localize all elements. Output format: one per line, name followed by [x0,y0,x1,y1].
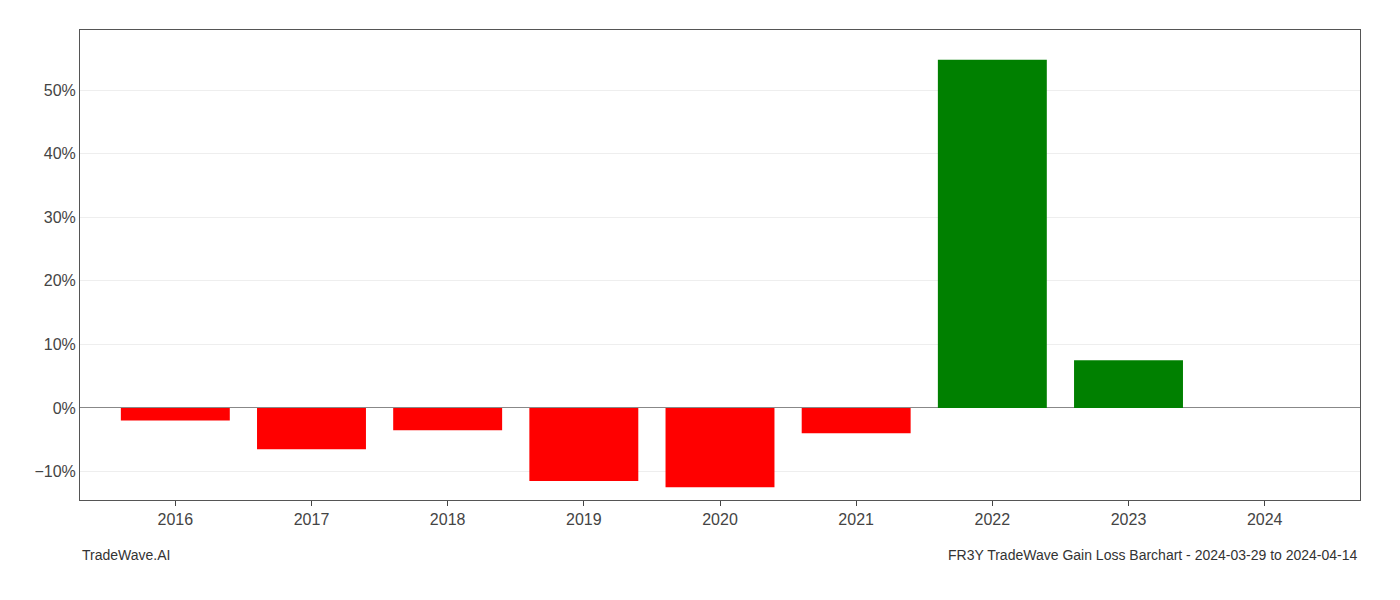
svg-text:2024: 2024 [1247,511,1283,528]
svg-text:2017: 2017 [294,511,330,528]
svg-text:2016: 2016 [158,511,194,528]
svg-text:40%: 40% [44,145,76,162]
svg-text:−10%: −10% [34,463,75,480]
svg-text:30%: 30% [44,209,76,226]
svg-text:50%: 50% [44,82,76,99]
svg-text:2019: 2019 [566,511,602,528]
svg-text:2021: 2021 [838,511,874,528]
svg-text:2020: 2020 [702,511,738,528]
svg-text:20%: 20% [44,272,76,289]
svg-text:2023: 2023 [1111,511,1147,528]
svg-text:2022: 2022 [975,511,1011,528]
svg-text:0%: 0% [53,400,76,417]
svg-text:TradeWave.AI: TradeWave.AI [82,547,170,563]
svg-text:10%: 10% [44,336,76,353]
svg-text:FR3Y TradeWave Gain Loss Barch: FR3Y TradeWave Gain Loss Barchart - 2024… [948,547,1358,563]
svg-text:2018: 2018 [430,511,466,528]
